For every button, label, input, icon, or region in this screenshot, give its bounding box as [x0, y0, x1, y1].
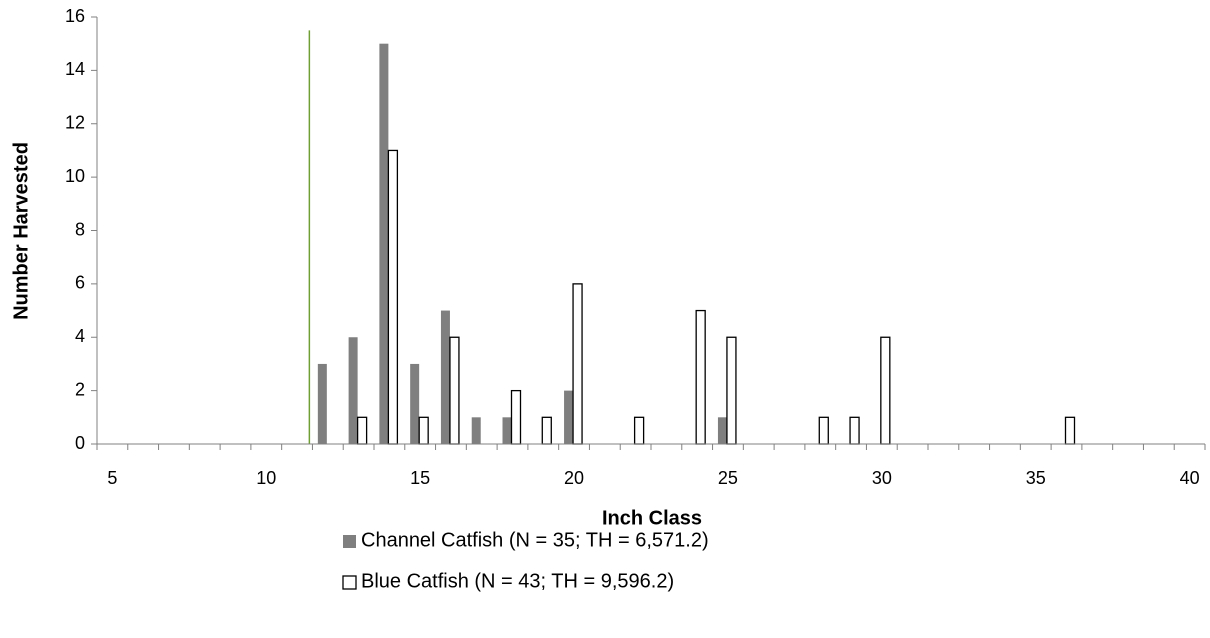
- bar: [379, 43, 389, 444]
- x-tick-label: 15: [410, 468, 430, 488]
- bar: [348, 337, 358, 444]
- y-axis-title: Number Harvested: [10, 142, 32, 320]
- bar: [818, 416, 829, 445]
- bar: [471, 417, 481, 444]
- bar: [387, 149, 399, 445]
- bar: [633, 416, 645, 445]
- bar: [717, 417, 727, 444]
- y-tick-label: 10: [65, 166, 85, 186]
- bar: [695, 309, 706, 445]
- y-tick-label: 6: [75, 273, 85, 293]
- y-tick-label: 0: [75, 433, 85, 453]
- y-tick-label: 2: [75, 379, 85, 399]
- bar: [849, 416, 860, 445]
- y-tick-label: 14: [65, 59, 85, 79]
- legend-label: Blue Catfish (N = 43; TH = 9,596.2): [361, 570, 674, 592]
- y-tick-label: 4: [75, 326, 85, 346]
- y-tick-label: 12: [65, 113, 85, 133]
- bar: [726, 336, 737, 445]
- x-tick-label: 5: [107, 468, 117, 488]
- bar: [1064, 416, 1076, 445]
- bar: [440, 310, 450, 444]
- x-tick-label: 40: [1180, 468, 1200, 488]
- bar: [418, 416, 429, 445]
- x-tick-label: 30: [872, 468, 892, 488]
- x-axis-title: Inch Class: [602, 507, 702, 529]
- bar: [572, 283, 583, 445]
- bar: [410, 363, 420, 444]
- bar: [510, 389, 522, 445]
- bar: [541, 416, 552, 445]
- bar: [502, 417, 512, 444]
- x-tick-label: 10: [256, 468, 276, 488]
- bar: [356, 416, 368, 445]
- legend-label: Channel Catfish (N = 35; TH = 6,571.2): [361, 529, 709, 551]
- y-tick-label: 8: [75, 219, 85, 239]
- bar: [449, 336, 460, 445]
- bar: [564, 390, 574, 444]
- x-tick-label: 20: [564, 468, 584, 488]
- y-tick-label: 16: [65, 6, 85, 26]
- bar: [880, 336, 891, 445]
- legend-swatch: [342, 575, 357, 590]
- x-tick-label: 25: [718, 468, 738, 488]
- x-tick-label: 35: [1026, 468, 1046, 488]
- bar: [317, 363, 327, 444]
- legend-swatch: [343, 535, 356, 548]
